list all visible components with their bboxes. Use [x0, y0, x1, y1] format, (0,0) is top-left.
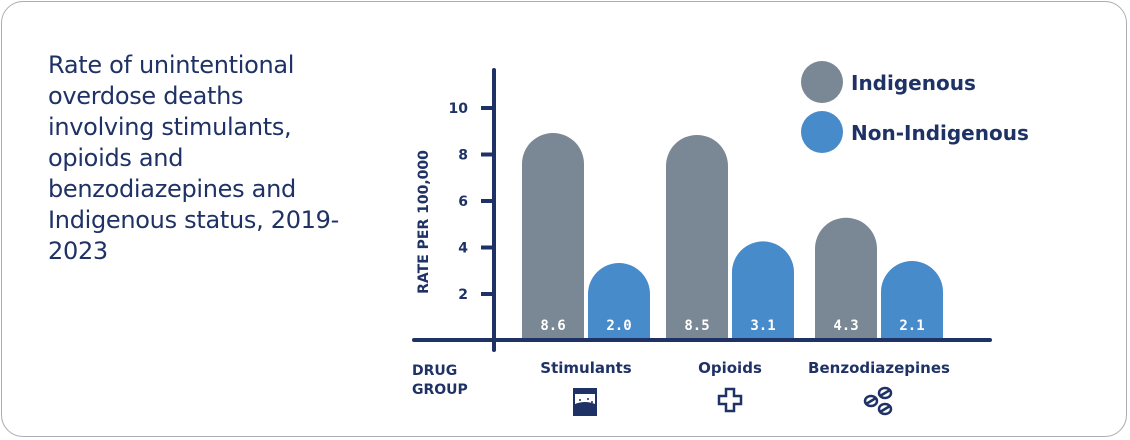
bar-non-indigenous: [588, 263, 650, 338]
cross-icon: [717, 387, 743, 413]
y-tick-label: 6: [458, 194, 468, 210]
bar-indigenous: [666, 134, 728, 338]
bar-non-indigenous: [881, 261, 943, 338]
x-axis-label-line2: GROUP: [412, 382, 468, 398]
y-axis-label: RATE PER 100,000: [416, 150, 432, 294]
bar-value-label: 2.1: [899, 318, 924, 334]
legend-swatch-indigenous: [801, 61, 843, 103]
bar-value-label: 3.1: [750, 318, 775, 334]
bar-indigenous: [522, 132, 584, 338]
chart-title: Rate of unintentional overdose deaths in…: [48, 51, 339, 265]
legend-label-non-indigenous: Non-Indigenous: [851, 121, 1029, 145]
bar-non-indigenous: [732, 241, 794, 338]
bar-value-label: 8.5: [684, 318, 709, 334]
bar-indigenous: [815, 217, 877, 338]
jar-icon: [573, 388, 597, 416]
category-label: Stimulants: [540, 359, 632, 377]
bar-value-label: 8.6: [540, 318, 565, 334]
bar-value-label: 4.3: [833, 318, 858, 334]
y-tick-label: 4: [458, 241, 468, 257]
category-label: Opioids: [698, 359, 762, 377]
legend-label-indigenous: Indigenous: [851, 71, 976, 95]
pills-icon: [863, 386, 893, 416]
category-label: Benzodiazepines: [808, 359, 950, 377]
x-axis-label-line1: DRUG: [412, 363, 457, 379]
y-tick-label: 2: [458, 287, 468, 303]
y-tick-label: 8: [458, 148, 468, 164]
y-tick-label: 10: [449, 101, 469, 117]
bar-value-label: 2.0: [606, 318, 631, 334]
legend-swatch-non-indigenous: [801, 111, 843, 153]
